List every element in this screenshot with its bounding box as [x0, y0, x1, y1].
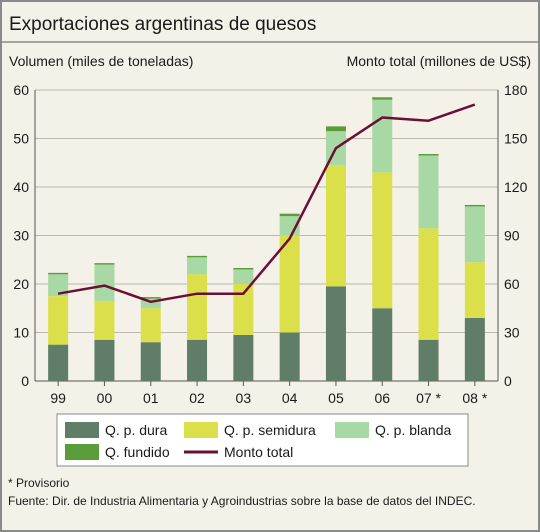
bar-segment [48, 274, 69, 297]
bar-segment [372, 308, 393, 381]
legend: Q. p. dura Q. p. semidura Q. p. blanda Q. f… [56, 413, 469, 467]
bar-segment [464, 262, 485, 318]
bar-segment [94, 300, 115, 340]
footnote-fuente: Fuente: Dir. de Industria Alimentaria y … [8, 494, 476, 508]
x-tick-label: 06 [374, 390, 390, 406]
bar-segment [94, 339, 115, 381]
bar-segment [187, 339, 208, 381]
legend-label: Q. p. blanda [375, 422, 451, 438]
y-right-tick-label: 90 [504, 228, 520, 244]
bar-segment [325, 286, 346, 381]
bar-segment [418, 154, 439, 156]
x-tick-label: 01 [143, 390, 159, 406]
legend-box [56, 413, 469, 467]
bar-segment [233, 267, 254, 270]
x-tick-label: 03 [236, 390, 252, 406]
legend-label: Q. fundido [105, 444, 170, 460]
bar-segment [372, 172, 393, 309]
bar-segment [279, 332, 300, 381]
x-tick-label: 99 [50, 390, 66, 406]
bar-segment [140, 342, 161, 381]
y-left-tick-label: 10 [13, 325, 29, 341]
bar-segment [325, 126, 346, 132]
bar-segment [372, 99, 393, 173]
chart-title: Exportaciones argentinas de quesos [9, 14, 316, 35]
y-left-tick-label: 50 [13, 131, 29, 147]
bar-segment [94, 263, 115, 265]
bar-segment [464, 206, 485, 263]
x-tick-label: 02 [189, 390, 205, 406]
bar-segment [233, 269, 254, 284]
bar-segment [279, 213, 300, 217]
y-left-tick-label: 60 [13, 82, 29, 98]
bar-segment [140, 308, 161, 343]
bar-segment [325, 165, 346, 287]
x-tick-label: 05 [328, 390, 344, 406]
x-tick-label: 00 [97, 390, 113, 406]
legend-label: Q. p. dura [105, 422, 167, 438]
bar-segment [464, 317, 485, 381]
bar-segment [418, 228, 439, 340]
x-tick-label: 07 * [416, 390, 441, 406]
bar-segment [279, 235, 300, 333]
y-right-tick-label: 120 [504, 179, 528, 195]
y-right-tick-label: 60 [504, 276, 520, 292]
legend-swatch [65, 444, 99, 460]
plot-area: 0 10 20 30 40 50 60 0 30 60 90 120 150 180 99 00 01 02 03 0… [13, 82, 527, 406]
x-tick-label: 04 [282, 390, 298, 406]
x-tick-label: 08 * [462, 390, 487, 406]
y-left-tick-label: 30 [13, 228, 29, 244]
bar-segment [140, 297, 161, 299]
bar-segment [48, 272, 69, 275]
y-left-tick-label: 0 [21, 373, 29, 389]
bar-segment [418, 339, 439, 381]
footnote-provisorio: * Provisorio [8, 476, 70, 490]
bar-segment [140, 298, 161, 309]
bar-segment [187, 274, 208, 340]
legend-swatch [184, 422, 218, 438]
bar-segment [94, 264, 115, 301]
left-axis-title: Volumen (miles de toneladas) [9, 53, 193, 69]
bar-segment [418, 155, 439, 229]
y-left-tick-label: 40 [13, 179, 29, 195]
legend-swatch [335, 422, 369, 438]
legend-label: Monto total [224, 444, 293, 460]
right-axis-title: Monto total (millones de US$) [347, 53, 531, 69]
bar-segment [233, 284, 254, 335]
legend-swatch [65, 422, 99, 438]
bar-segment [48, 296, 69, 345]
series-line-monto-total [57, 103, 476, 304]
y-right-tick-label: 30 [504, 325, 520, 341]
bar-segment [187, 257, 208, 275]
y-left-tick-label: 20 [13, 276, 29, 292]
legend-label: Q. p. semidura [224, 422, 316, 438]
y-right-tick-label: 150 [504, 131, 528, 147]
bar-segment [48, 344, 69, 381]
bar-segment [233, 334, 254, 381]
bar-segment [464, 204, 485, 207]
bar-segment [372, 97, 393, 100]
y-right-tick-label: 0 [504, 373, 512, 389]
bar-segment [187, 255, 208, 258]
y-right-tick-label: 180 [504, 82, 528, 98]
